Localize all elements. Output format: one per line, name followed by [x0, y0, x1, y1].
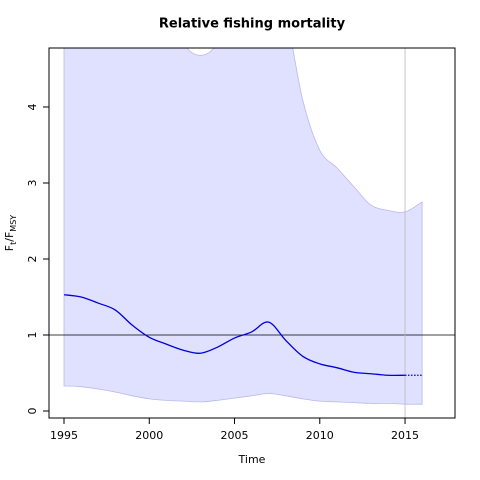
plot-frame — [48, 47, 456, 419]
y-label-part: F — [3, 245, 16, 251]
y-label-sub: MSY — [9, 215, 18, 232]
x-tick-label: 2000 — [135, 429, 163, 442]
chart-title: Relative fishing mortality — [159, 17, 346, 32]
confidence-band — [63, 48, 423, 405]
x-tick-label: 2005 — [221, 429, 249, 442]
y-label-sub: t — [9, 242, 18, 245]
x-axis-label: Time — [238, 453, 266, 466]
y-axis-label: Ft/FMSY — [3, 215, 18, 251]
y-tick-label: 1 — [26, 332, 39, 339]
y-tick-label: 4 — [26, 103, 39, 110]
series-line — [63, 294, 406, 377]
x-tick-label: 2010 — [306, 429, 334, 442]
y-tick-label: 3 — [26, 179, 39, 186]
x-tick-label: 1995 — [50, 429, 78, 442]
x-tick-label: 2015 — [391, 429, 419, 442]
y-label-part: /F — [3, 232, 16, 242]
y-tick-label: 2 — [26, 255, 39, 262]
plot-area — [49, 48, 455, 418]
y-tick-label: 0 — [26, 408, 39, 415]
